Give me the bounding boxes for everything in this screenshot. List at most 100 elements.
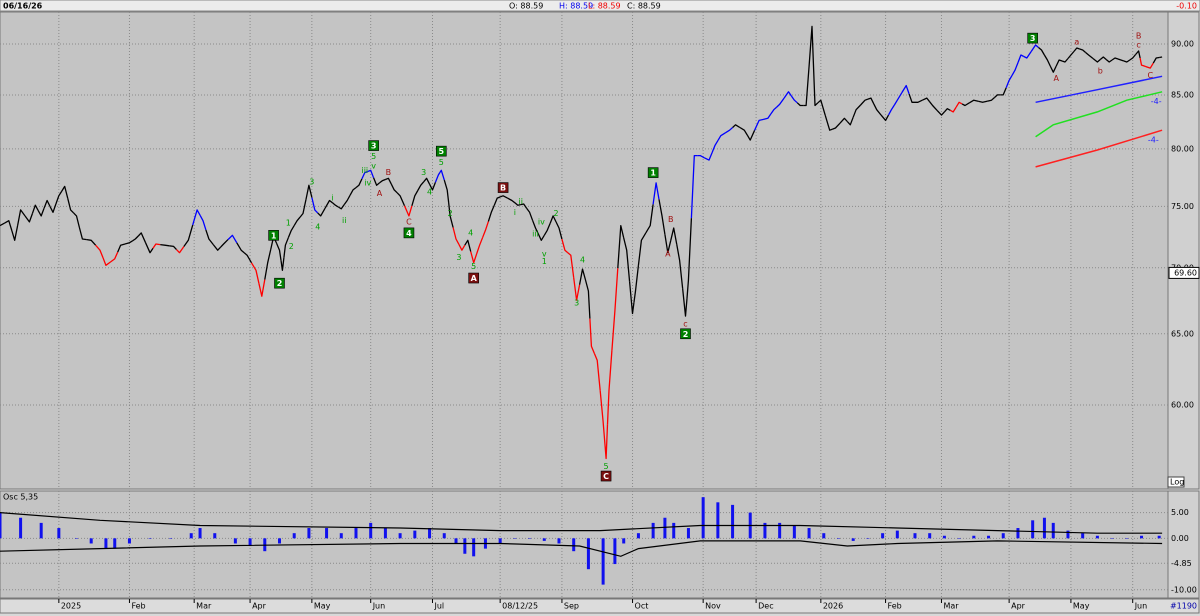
osc-bar — [442, 533, 446, 539]
header-change: -0.10 — [1176, 2, 1197, 11]
osc-bar — [104, 538, 108, 549]
wave-label: 3 — [456, 253, 461, 262]
price-segment — [280, 257, 285, 271]
price-segment — [258, 279, 266, 297]
price-segment — [86, 238, 97, 246]
osc-bar — [613, 538, 617, 565]
osc-bar — [913, 533, 917, 539]
price-segment — [846, 116, 854, 126]
x-tick-label: Feb — [888, 602, 902, 611]
wave-label: iii — [361, 166, 368, 175]
price-segment — [880, 114, 890, 122]
price-segment — [137, 232, 147, 244]
footer-label: #1190 — [1170, 602, 1197, 611]
price-segment — [943, 108, 951, 113]
osc-bar — [19, 517, 23, 539]
osc-bar — [807, 528, 811, 539]
header-close: C: 88.59 — [627, 2, 661, 11]
price-segment — [593, 352, 601, 391]
price-segment — [611, 268, 619, 351]
wave-box — [647, 167, 659, 178]
price-segment — [1023, 51, 1032, 59]
osc-bar — [586, 538, 590, 570]
wave-label: ii — [342, 216, 346, 225]
moving-average-line — [1035, 91, 1163, 138]
time-axis — [0, 598, 1200, 614]
price-segment — [343, 194, 351, 205]
price-segment — [372, 177, 380, 186]
price-segment — [11, 224, 19, 241]
x-tick-label: Dec — [758, 602, 773, 611]
x-tick-label: Jun — [372, 602, 386, 611]
x-tick-label: Nov — [705, 602, 721, 611]
price-segment — [1049, 65, 1057, 73]
price-segment — [199, 214, 207, 231]
price-segment — [1085, 52, 1094, 60]
price-segment — [681, 288, 688, 317]
header-open: O: 88.59 — [509, 2, 543, 11]
y-tick-label: 80.00 — [1171, 144, 1194, 153]
price-segment — [276, 243, 282, 261]
osc-bar — [1140, 535, 1144, 539]
osc-bar — [1095, 535, 1099, 539]
price-axis-panel — [1167, 11, 1200, 490]
osc-bar — [307, 528, 311, 539]
price-segment — [37, 207, 45, 217]
osc-bar — [895, 530, 899, 539]
wave-label: 4 — [580, 256, 585, 265]
price-segment — [993, 94, 1001, 99]
wave-label: -4- — [1151, 97, 1162, 106]
osc-bar — [1066, 530, 1070, 539]
price-segment — [337, 204, 345, 210]
y-tick-label: -4.85 — [1171, 559, 1192, 568]
osc-bar — [942, 535, 946, 539]
price-segment — [724, 127, 734, 134]
price-segment — [1000, 87, 1007, 96]
wave-box — [403, 227, 415, 239]
osc-bar — [57, 528, 61, 539]
price-segment — [0, 222, 5, 227]
wave-label: i — [331, 194, 333, 203]
price-segment — [704, 152, 713, 161]
x-tick-label: Oct — [635, 602, 649, 611]
price-segment — [299, 199, 307, 218]
x-tick-label: 2025 — [61, 602, 81, 611]
price-segment — [117, 243, 126, 253]
osc-bar — [1157, 535, 1161, 539]
osc-bar — [472, 538, 476, 557]
osc-bar — [113, 538, 117, 549]
osc-bar — [881, 533, 885, 539]
price-segment — [670, 227, 678, 245]
osc-bar — [716, 502, 720, 539]
osc-bar — [398, 533, 402, 539]
wave-label: 3 — [1030, 34, 1036, 43]
price-segment — [790, 95, 798, 104]
price-segment — [664, 234, 672, 254]
price-segment — [160, 243, 170, 247]
wave-label: 1 — [271, 231, 277, 240]
osc-bar — [39, 522, 43, 539]
wave-label: B — [500, 184, 506, 193]
wave-label: C — [603, 472, 609, 481]
osc-bar — [277, 538, 281, 544]
x-tick-label: 08/12/25 — [502, 602, 538, 611]
y-tick-label: 5.00 — [1171, 508, 1189, 517]
price-segment — [283, 237, 289, 258]
osc-bar — [498, 538, 502, 544]
price-segment — [355, 178, 363, 189]
wave-label: B — [1136, 32, 1142, 41]
price-segment — [697, 154, 705, 159]
wave-label: 2 — [554, 209, 559, 218]
y-tick-label: 75.00 — [1171, 202, 1194, 211]
price-segment — [936, 109, 945, 116]
wave-label: v — [542, 249, 547, 258]
wave-label: 1 — [286, 219, 291, 228]
osc-bar — [369, 522, 373, 539]
osc-bar — [148, 538, 152, 539]
price-segment — [332, 202, 339, 208]
price-segment — [763, 113, 772, 121]
price-segment — [676, 243, 684, 289]
osc-axis-panel — [1167, 490, 1200, 599]
price-segment — [1073, 47, 1080, 52]
wave-label: 4 — [406, 229, 412, 238]
